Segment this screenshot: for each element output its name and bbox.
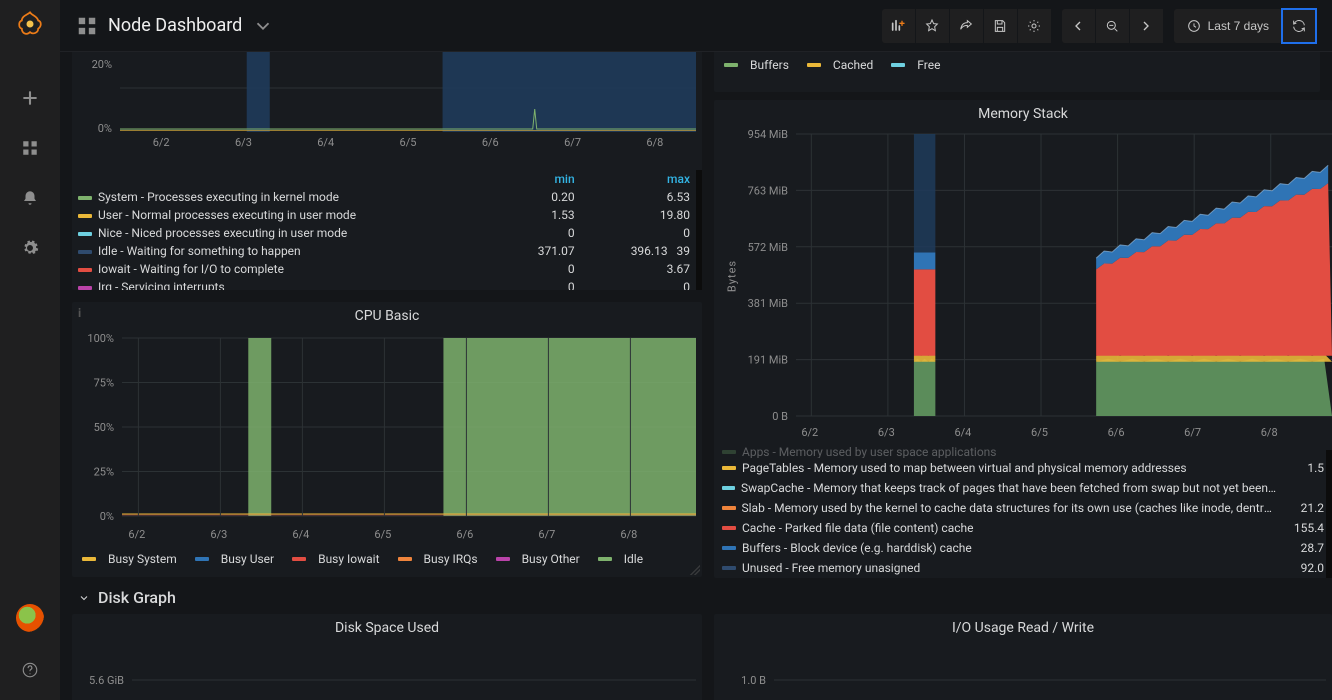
settings-button[interactable]	[1018, 9, 1052, 43]
zoom-out-button[interactable]	[1096, 9, 1130, 43]
svg-text:50%: 50%	[94, 421, 114, 434]
cpu-detail-legend: min max System - Processes executing in …	[72, 170, 702, 290]
svg-text:6/3: 6/3	[235, 136, 252, 149]
legend-row[interactable]: Slab - Memory used by the kernel to cach…	[714, 498, 1332, 518]
svg-text:6/7: 6/7	[564, 136, 581, 149]
svg-text:381 MiB: 381 MiB	[748, 297, 789, 310]
svg-text:0 B: 0 B	[772, 410, 788, 423]
panel-cpu-basic: i CPU Basic 0%25%50%75%100% 6/26/36/46/5…	[72, 302, 702, 577]
legend-row[interactable]: PageTables - Memory used to map between …	[714, 458, 1332, 478]
legend-item[interactable]: Busy User	[195, 552, 274, 566]
legend-row[interactable]: Unused - Free memory unasigned92.0	[714, 558, 1332, 576]
add-panel-button[interactable]	[882, 9, 916, 43]
col-min: min	[505, 170, 587, 188]
avatar[interactable]	[16, 604, 44, 632]
resize-handle[interactable]	[690, 565, 700, 575]
memory-top-legend: Buffers Cached Free	[714, 56, 1320, 78]
svg-text:6/6: 6/6	[482, 136, 499, 149]
save-button[interactable]	[984, 9, 1018, 43]
svg-text:0%: 0%	[100, 510, 114, 523]
svg-text:6/2: 6/2	[153, 136, 170, 149]
panel-memory-stack: Memory Stack Bytes 0 B 191 MiB 381 MiB 572 …	[714, 100, 1332, 578]
legend-item[interactable]: Busy Other	[496, 552, 580, 566]
dashboard-title: Node Dashboard	[108, 15, 242, 36]
legend-row[interactable]: Irq - Servicing interrupts00	[72, 278, 702, 290]
svg-text:100%: 100%	[87, 332, 114, 345]
legend-item[interactable]: Busy Iowait	[292, 552, 379, 566]
top-bar: Node Dashboard	[60, 0, 1332, 52]
time-forward-button[interactable]	[1130, 9, 1164, 43]
legend-item[interactable]: Idle	[598, 552, 643, 566]
legend-item[interactable]: Cached	[807, 58, 873, 72]
legend-item[interactable]: Free	[891, 58, 940, 72]
panel-io-usage: I/O Usage Read / Write 1.0 B	[714, 614, 1332, 700]
dashboards-icon[interactable]	[10, 128, 50, 168]
svg-text:191 MiB: 191 MiB	[748, 354, 789, 367]
svg-text:954 MiB: 954 MiB	[748, 128, 789, 141]
svg-text:20%: 20%	[92, 58, 112, 71]
refresh-button[interactable]	[1282, 9, 1316, 43]
memory-stack-legend: Apps - Memory used by user space applica…	[714, 446, 1332, 576]
panel-title: I/O Usage Read / Write	[714, 614, 1332, 640]
legend-row[interactable]: Apps - Memory used by user space applica…	[714, 446, 1332, 458]
dashboard-title-dropdown[interactable]: Node Dashboard	[76, 15, 274, 37]
svg-text:6/4: 6/4	[317, 136, 334, 149]
svg-text:5.6 GiB: 5.6 GiB	[89, 674, 124, 687]
time-range-label: Last 7 days	[1208, 19, 1269, 33]
side-nav	[0, 0, 60, 700]
time-range-button[interactable]: Last 7 days	[1174, 9, 1282, 43]
row-title-label: Disk Graph	[98, 588, 176, 607]
grafana-logo[interactable]	[16, 10, 44, 38]
legend-row[interactable]: Nice - Niced processes executing in user…	[72, 224, 702, 242]
cpu-basic-legend: Busy System Busy User Busy Iowait Busy IRQs…	[72, 546, 702, 572]
legend-row[interactable]: Buffers - Block device (e.g. harddisk) c…	[714, 538, 1332, 558]
svg-text:75%: 75%	[94, 377, 114, 390]
panel-disk-space: Disk Space Used 5.6 GiB4.7 GiB	[72, 614, 702, 700]
panel-cpu-detail: 0% 20% 6/2 6/3 6/4 6/5 6/6 6/7 6/8 min max Syste…	[72, 52, 702, 290]
svg-text:763 MiB: 763 MiB	[748, 184, 789, 197]
legend-item[interactable]: Buffers	[724, 58, 789, 72]
panel-title: CPU Basic	[72, 302, 702, 328]
dashboard-grid: 0% 20% 6/2 6/3 6/4 6/5 6/6 6/7 6/8 min max Syste…	[60, 52, 1332, 700]
row-disk-graph[interactable]: Disk Graph	[72, 584, 1320, 615]
help-icon[interactable]	[10, 650, 50, 690]
legend-row[interactable]: Iowait - Waiting for I/O to complete03.6…	[72, 260, 702, 278]
chevron-down-icon	[78, 592, 90, 604]
legend-row[interactable]: Cache - Parked file data (file content) …	[714, 518, 1332, 538]
svg-text:6/8: 6/8	[646, 136, 663, 149]
panel-title: Disk Space Used	[72, 614, 702, 640]
panel-info-icon[interactable]: i	[78, 306, 81, 320]
legend-row[interactable]: SwapCache - Memory that keeps track of p…	[714, 478, 1332, 498]
legend-row[interactable]: User - Normal processes executing in use…	[72, 206, 702, 224]
svg-text:572 MiB: 572 MiB	[748, 241, 789, 254]
legend-item[interactable]: Busy IRQs	[398, 552, 478, 566]
svg-text:1.0 B: 1.0 B	[741, 674, 766, 687]
svg-text:0%: 0%	[98, 122, 112, 135]
plus-icon[interactable]	[10, 78, 50, 118]
legend-row[interactable]: Idle - Waiting for something to happen37…	[72, 242, 702, 260]
panel-title: Memory Stack	[714, 100, 1332, 126]
legend-item[interactable]: Busy System	[82, 552, 177, 566]
chevron-down-icon	[252, 15, 274, 37]
legend-row[interactable]: System - Processes executing in kernel m…	[72, 188, 702, 206]
col-max: max	[587, 170, 702, 188]
y-axis-label: Bytes	[726, 260, 739, 292]
time-back-button[interactable]	[1062, 9, 1096, 43]
svg-text:25%: 25%	[94, 466, 114, 479]
svg-text:6/5: 6/5	[400, 136, 417, 149]
share-button[interactable]	[950, 9, 984, 43]
configuration-icon[interactable]	[10, 228, 50, 268]
panel-memory-top: 6/26/36/46/56/66/76/8 BuffersCachedFree	[714, 52, 1320, 92]
star-button[interactable]	[916, 9, 950, 43]
alerting-icon[interactable]	[10, 178, 50, 218]
